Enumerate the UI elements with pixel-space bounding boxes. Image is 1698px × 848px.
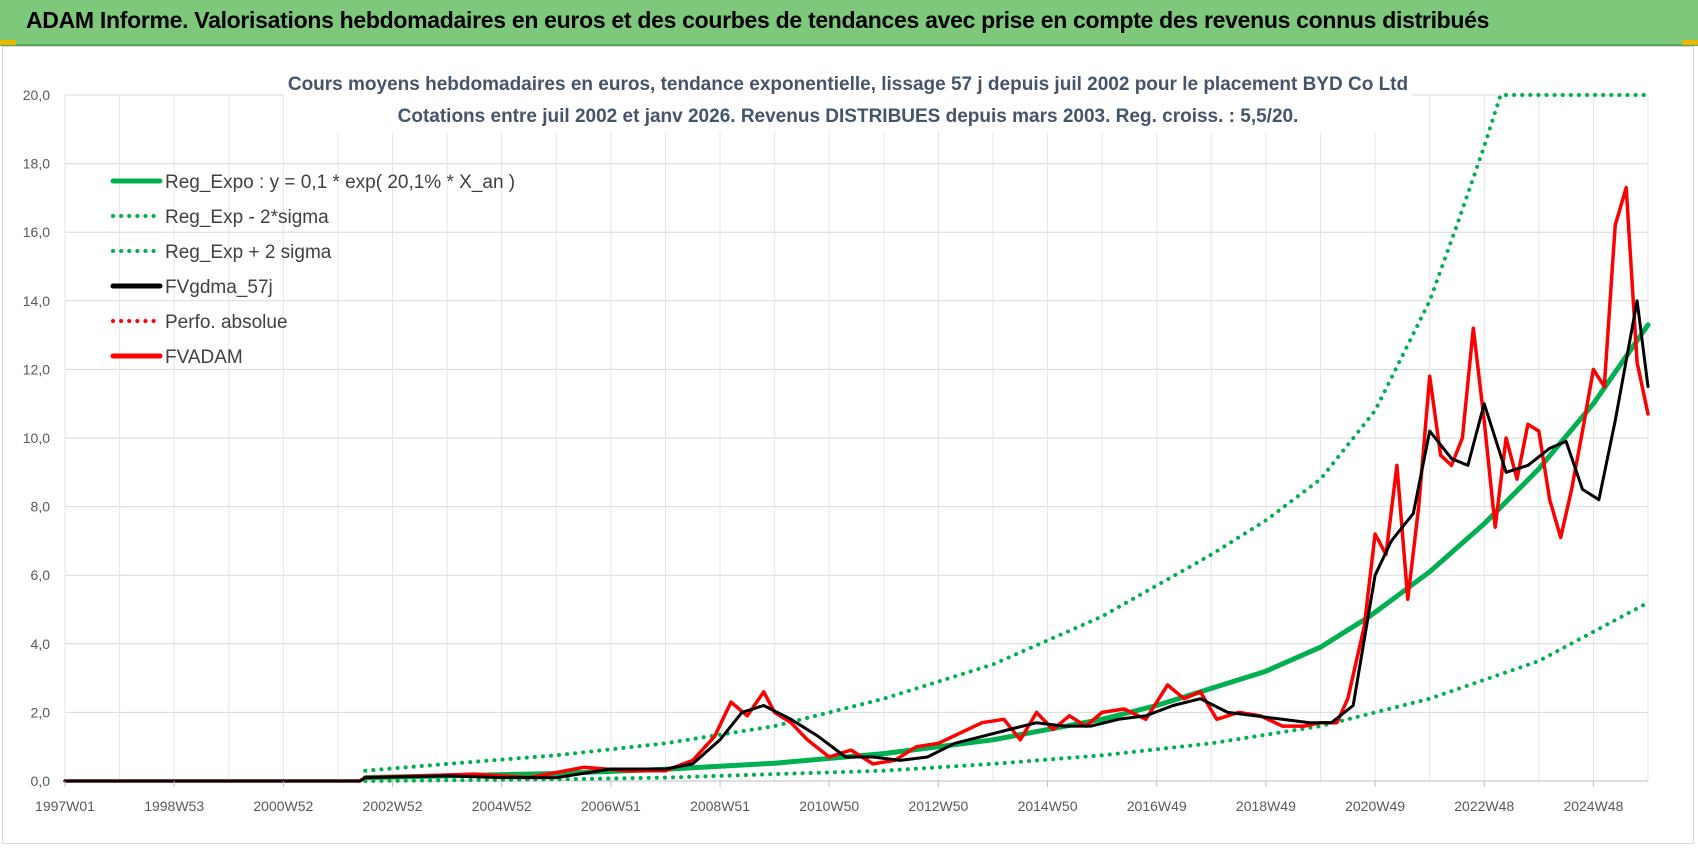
x-tick-label: 2012W50 xyxy=(908,798,968,814)
x-tick-label: 2008W51 xyxy=(690,798,750,814)
corner-marker-right xyxy=(1682,40,1698,45)
report-title: ADAM Informe. Valorisations hebdomadaire… xyxy=(26,7,1490,33)
y-tick-label: 12,0 xyxy=(23,361,50,377)
y-axis: 0,0 2,0 4,0 6,0 8,0 10,0 12,0 14,0 16,0 18,0 20,0 xyxy=(23,87,50,789)
x-tick-label: 2006W51 xyxy=(581,798,641,814)
y-tick-label: 4,0 xyxy=(31,636,51,652)
x-tick-label: 2010W50 xyxy=(799,798,859,814)
legend-label: Reg_Expo : y = 0,1 * exp( 20,1% * X_an ) xyxy=(165,172,515,193)
series-line xyxy=(363,93,1650,773)
y-tick-label: 6,0 xyxy=(31,567,51,583)
x-tick-label: 1997W01 xyxy=(35,798,95,814)
x-tick-label: 2000W52 xyxy=(253,798,313,814)
legend-label: Reg_Exp + 2 sigma xyxy=(165,242,332,263)
series-line xyxy=(363,600,1650,783)
y-tick-label: 20,0 xyxy=(23,87,50,103)
chart-series xyxy=(63,93,1651,783)
x-tick-label: 2014W50 xyxy=(1018,798,1078,814)
chart-subtitle: Cotations entre juil 2002 et janv 2026. … xyxy=(398,106,1299,127)
y-tick-label: 2,0 xyxy=(31,704,51,720)
legend-label: Reg_Exp - 2*sigma xyxy=(165,207,329,228)
chart-grid xyxy=(64,94,1649,782)
y-tick-label: 0,0 xyxy=(31,773,51,789)
x-tick-label: 1998W53 xyxy=(144,798,204,814)
series-line xyxy=(63,299,1650,783)
y-tick-label: 14,0 xyxy=(23,293,50,309)
x-tick-label: 2016W49 xyxy=(1127,798,1187,814)
x-tick-label: 2020W49 xyxy=(1345,798,1405,814)
x-tick-label: 2018W49 xyxy=(1236,798,1296,814)
series-line xyxy=(63,185,1650,783)
y-tick-label: 18,0 xyxy=(23,156,50,172)
title-background xyxy=(284,75,1412,132)
chart-frame xyxy=(2,46,1694,844)
x-tick-label: 2004W52 xyxy=(472,798,532,814)
legend-label: FVADAM xyxy=(165,347,243,368)
y-tick-label: 8,0 xyxy=(31,499,51,515)
chart-title: Cours moyens hebdomadaires en euros, ten… xyxy=(288,74,1408,95)
y-tick-label: 16,0 xyxy=(23,224,50,240)
legend-label: Perfo. absolue xyxy=(165,312,288,333)
x-tick-label: 2024W48 xyxy=(1563,798,1623,814)
corner-marker-left xyxy=(0,40,16,45)
report-banner: ADAM Informe. Valorisations hebdomadaire… xyxy=(0,0,1698,46)
series-line xyxy=(362,322,1651,781)
legend-label: FVgdma_57j xyxy=(165,277,273,298)
y-tick-label: 10,0 xyxy=(23,430,50,446)
x-tick-label: 2022W48 xyxy=(1454,798,1514,814)
x-tick-label: 2002W52 xyxy=(363,798,423,814)
x-axis: 1997W01 1998W53 2000W52 2002W52 2004W52 2006W… xyxy=(35,781,1624,814)
chart-legend: Reg_Expo : y = 0,1 * exp( 20,1% * X_an )… xyxy=(110,172,515,368)
